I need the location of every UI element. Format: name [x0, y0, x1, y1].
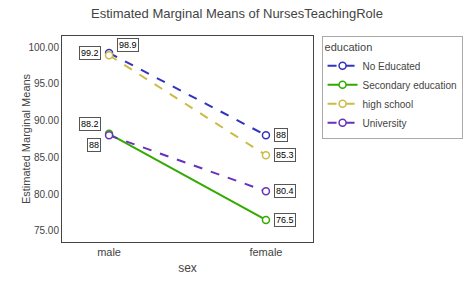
svg-text:88: 88 [276, 130, 286, 140]
svg-text:80.00: 80.00 [34, 189, 59, 200]
svg-text:Secondary education: Secondary education [363, 80, 457, 91]
svg-text:Estimated Marginal Means: Estimated Marginal Means [20, 73, 32, 204]
svg-text:98.9: 98.9 [119, 40, 137, 50]
svg-text:95.00: 95.00 [34, 78, 59, 89]
svg-text:No Educated: No Educated [363, 61, 421, 72]
svg-text:85.3: 85.3 [276, 150, 294, 160]
svg-text:80.4: 80.4 [276, 186, 294, 196]
svg-text:sex: sex [178, 261, 197, 275]
svg-text:high school: high school [363, 99, 414, 110]
svg-text:99.2: 99.2 [81, 48, 99, 58]
svg-text:90.00: 90.00 [34, 115, 59, 126]
svg-text:85.00: 85.00 [34, 152, 59, 163]
svg-text:Estimated Marginal Means of Nu: Estimated Marginal Means of NursesTeachi… [91, 6, 383, 21]
svg-text:University: University [363, 118, 407, 129]
svg-text:75.00: 75.00 [34, 225, 59, 236]
svg-text:88.2: 88.2 [81, 119, 99, 129]
svg-text:male: male [97, 246, 121, 258]
svg-text:female: female [249, 246, 282, 258]
svg-text:88: 88 [89, 140, 99, 150]
svg-text:76.5: 76.5 [276, 215, 294, 225]
svg-text:education: education [325, 41, 373, 53]
svg-text:100.00: 100.00 [28, 42, 59, 53]
